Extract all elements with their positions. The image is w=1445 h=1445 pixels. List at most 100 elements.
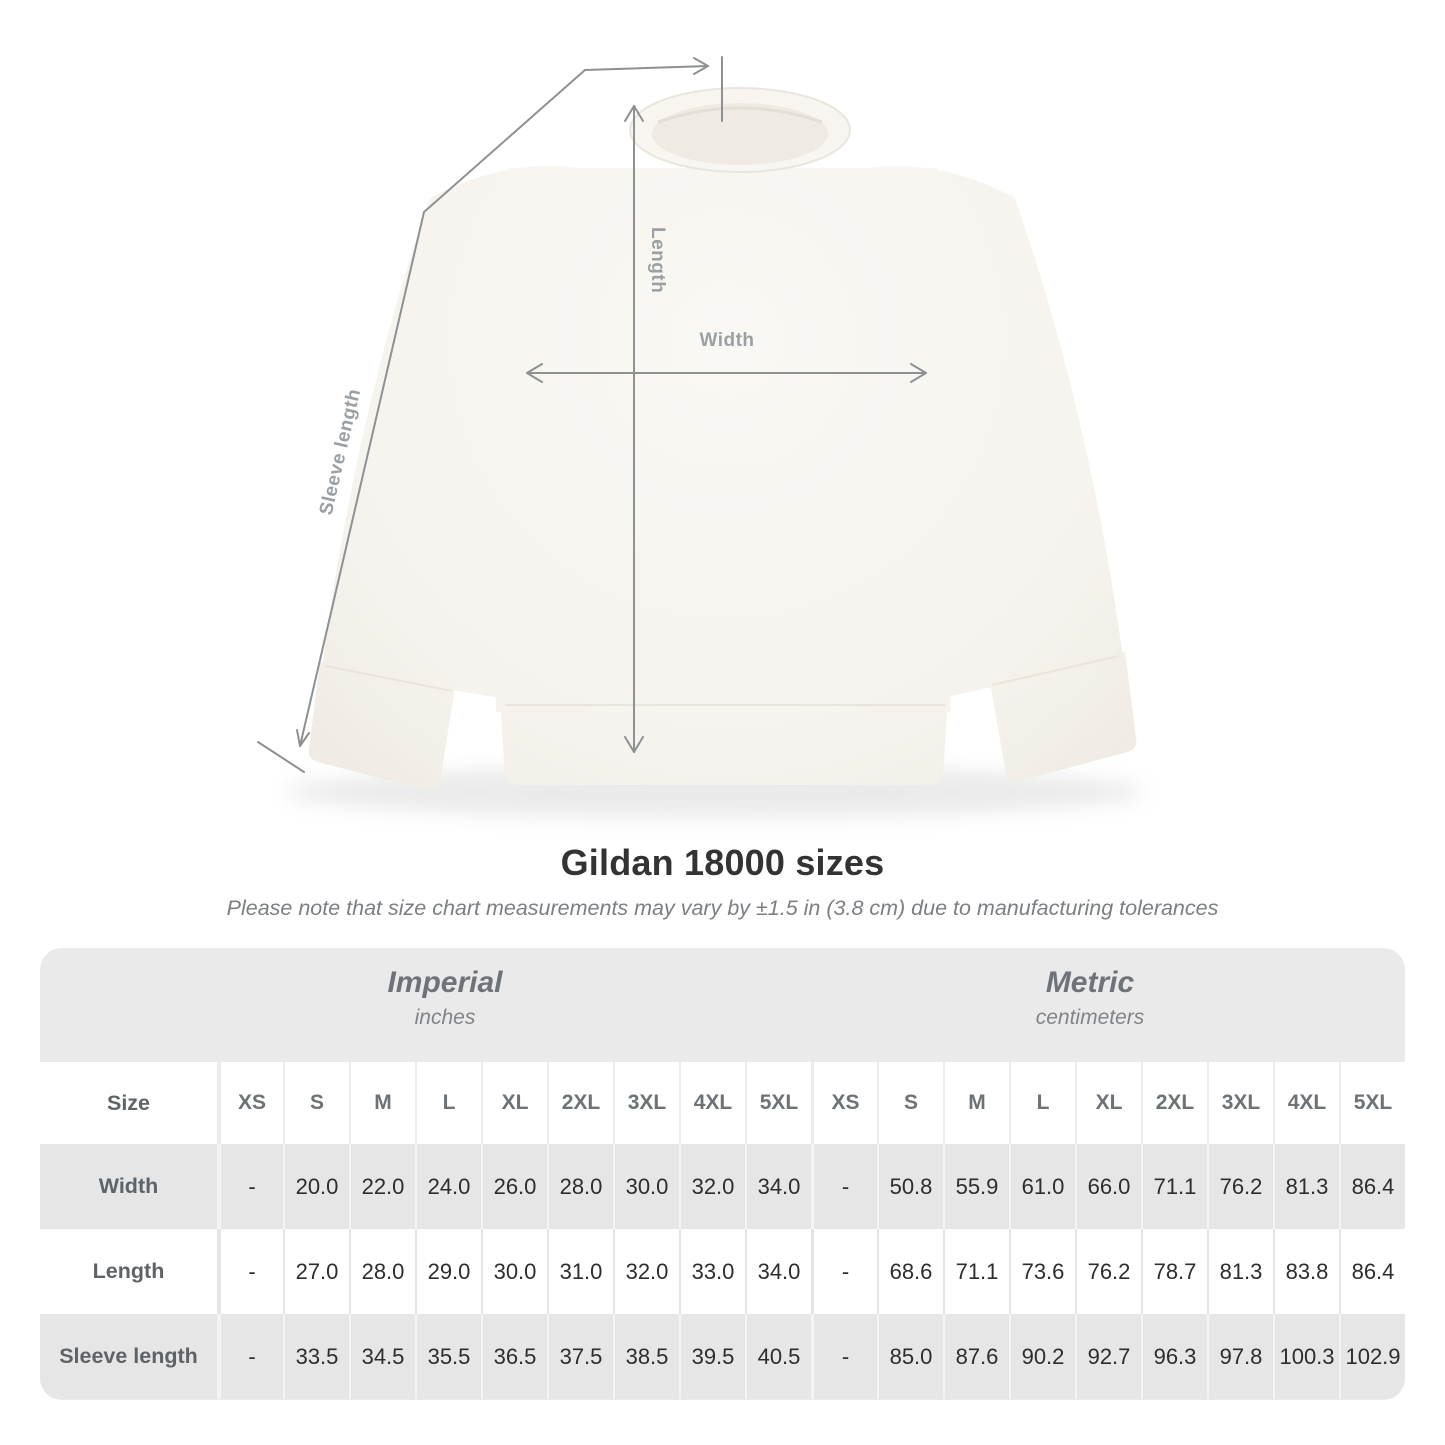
size-value-cell: 33.5 bbox=[283, 1314, 349, 1399]
tolerance-note: Please note that size chart measurements… bbox=[226, 896, 1219, 920]
sweatshirt-diagram bbox=[257, 56, 1145, 818]
sleeve-arrowhead-icon bbox=[296, 729, 310, 747]
size-column-header: 5XL bbox=[745, 1062, 811, 1144]
right-cuff-seam bbox=[991, 655, 1120, 686]
size-column-header: 3XL bbox=[1207, 1062, 1273, 1144]
size-value-cell: 32.0 bbox=[613, 1229, 679, 1314]
size-value-cell: 30.0 bbox=[613, 1144, 679, 1229]
size-value-cell: 38.5 bbox=[613, 1314, 679, 1399]
garment-seams bbox=[325, 106, 1120, 706]
measurement-row-label: Width bbox=[98, 1174, 159, 1198]
size-value-cell: 83.8 bbox=[1273, 1229, 1339, 1314]
sweatshirt-hem bbox=[500, 700, 948, 785]
measurement-row-label: Length bbox=[92, 1259, 165, 1283]
size-column-header: 3XL bbox=[613, 1062, 679, 1144]
length-measure-label: Length bbox=[647, 227, 668, 294]
size-value-cell: 35.5 bbox=[415, 1314, 481, 1399]
size-value-cell: 90.2 bbox=[1009, 1314, 1075, 1399]
imperial-label: Imperial bbox=[387, 966, 503, 999]
table-header-row: Size XS S M L XL 2XL 3XL 4XL 5XL XS S M L XL 2XL 3XL 4XL 5… bbox=[40, 1062, 1405, 1144]
table-row: Width -20.0 22.0 24.0 26.0 28.0 30.0 32.0 34.0-5… bbox=[40, 1144, 1405, 1229]
size-value-cell: - bbox=[217, 1144, 283, 1229]
size-value-cell: 26.0 bbox=[481, 1144, 547, 1229]
size-value-cell: 81.3 bbox=[1207, 1229, 1273, 1314]
size-column-header: XS bbox=[217, 1062, 283, 1144]
size-value-cell: 32.0 bbox=[679, 1144, 745, 1229]
table-row: Sleeve length -33.5 34.5 35.5 36.5 37.5 38.5 39… bbox=[40, 1314, 1405, 1399]
size-value-cell: 78.7 bbox=[1141, 1229, 1207, 1314]
size-value-cell: 36.5 bbox=[481, 1314, 547, 1399]
size-value-cell: 100.3 bbox=[1273, 1314, 1339, 1399]
sweatshirt-right-cuff bbox=[990, 652, 1137, 782]
size-value-cell: 71.1 bbox=[943, 1229, 1009, 1314]
size-value-cell: 30.0 bbox=[481, 1229, 547, 1314]
size-value-cell: 31.0 bbox=[547, 1229, 613, 1314]
size-value-cell: 87.6 bbox=[943, 1314, 1009, 1399]
size-value-cell: - bbox=[811, 1314, 877, 1399]
top-extension-line bbox=[584, 65, 709, 71]
sleeve-end-tick bbox=[257, 741, 305, 773]
size-value-cell: 40.5 bbox=[745, 1314, 811, 1399]
length-arrowhead-up-icon bbox=[624, 105, 644, 122]
unit-group-band: Imperial inches Metric centimeters bbox=[40, 948, 1405, 1062]
size-value-cell: 39.5 bbox=[679, 1314, 745, 1399]
size-value-cell: 28.0 bbox=[547, 1144, 613, 1229]
size-column-header: 2XL bbox=[1141, 1062, 1207, 1144]
measurement-lines bbox=[257, 56, 927, 773]
sweatshirt-left-cuff bbox=[308, 662, 455, 791]
size-column-header: L bbox=[415, 1062, 481, 1144]
size-value-cell: - bbox=[811, 1144, 877, 1229]
page-title: Gildan 18000 sizes bbox=[560, 842, 885, 883]
size-column-header: S bbox=[283, 1062, 349, 1144]
size-value-cell: 73.6 bbox=[1009, 1229, 1075, 1314]
size-column-header: 2XL bbox=[547, 1062, 613, 1144]
size-value-cell: 34.0 bbox=[745, 1229, 811, 1314]
size-value-cell: 76.2 bbox=[1075, 1229, 1141, 1314]
size-value-cell: 92.7 bbox=[1075, 1314, 1141, 1399]
size-value-cell: 76.2 bbox=[1207, 1144, 1273, 1229]
metric-unit-label: centimeters bbox=[1035, 1006, 1145, 1029]
top-arrowhead-icon bbox=[693, 57, 709, 75]
measurement-row-label: Sleeve length bbox=[59, 1344, 198, 1368]
size-value-cell: 24.0 bbox=[415, 1144, 481, 1229]
sweatshirt-body bbox=[493, 168, 952, 712]
size-value-cell: 96.3 bbox=[1141, 1314, 1207, 1399]
size-value-cell: 102.9 bbox=[1339, 1314, 1405, 1399]
width-arrowhead-left-icon bbox=[526, 363, 543, 383]
size-value-cell: 27.0 bbox=[283, 1229, 349, 1314]
left-cuff-seam bbox=[325, 665, 453, 692]
size-column-header: 5XL bbox=[1339, 1062, 1405, 1144]
imperial-unit-label: inches bbox=[414, 1006, 476, 1029]
size-column-header: M bbox=[349, 1062, 415, 1144]
table-row: Length -27.0 28.0 29.0 30.0 31.0 32.0 33.0 34.0-… bbox=[40, 1229, 1405, 1314]
size-value-cell: - bbox=[811, 1229, 877, 1314]
size-grid: Size XS S M L XL 2XL 3XL 4XL 5XL XS S M L XL 2XL 3XL 4XL 5… bbox=[40, 1062, 1405, 1399]
size-column-header: M bbox=[943, 1062, 1009, 1144]
size-header-label: Size bbox=[106, 1090, 151, 1115]
size-value-cell: 97.8 bbox=[1207, 1314, 1273, 1399]
width-arrowhead-right-icon bbox=[910, 363, 927, 383]
size-value-cell: 29.0 bbox=[415, 1229, 481, 1314]
size-value-cell: 85.0 bbox=[877, 1314, 943, 1399]
size-value-cell: - bbox=[217, 1314, 283, 1399]
size-value-cell: 86.4 bbox=[1339, 1144, 1405, 1229]
size-column-header: XS bbox=[811, 1062, 877, 1144]
size-column-header: XL bbox=[1075, 1062, 1141, 1144]
size-value-cell: 34.0 bbox=[745, 1144, 811, 1229]
size-column-header: XL bbox=[481, 1062, 547, 1144]
collar-shade bbox=[657, 106, 823, 124]
width-measure-label: Width bbox=[699, 330, 755, 351]
size-value-cell: 34.5 bbox=[349, 1314, 415, 1399]
size-value-cell: 86.4 bbox=[1339, 1229, 1405, 1314]
size-column-header: 4XL bbox=[1273, 1062, 1339, 1144]
size-value-cell: 71.1 bbox=[1141, 1144, 1207, 1229]
imperial-group-header: Imperial inches bbox=[387, 966, 502, 1030]
size-value-cell: 61.0 bbox=[1009, 1144, 1075, 1229]
size-column-header: 4XL bbox=[679, 1062, 745, 1144]
sleeve-measure-line bbox=[299, 69, 586, 747]
size-value-cell: 55.9 bbox=[943, 1144, 1009, 1229]
size-value-cell: 22.0 bbox=[349, 1144, 415, 1229]
size-value-cell: - bbox=[217, 1229, 283, 1314]
size-value-cell: 33.0 bbox=[679, 1229, 745, 1314]
